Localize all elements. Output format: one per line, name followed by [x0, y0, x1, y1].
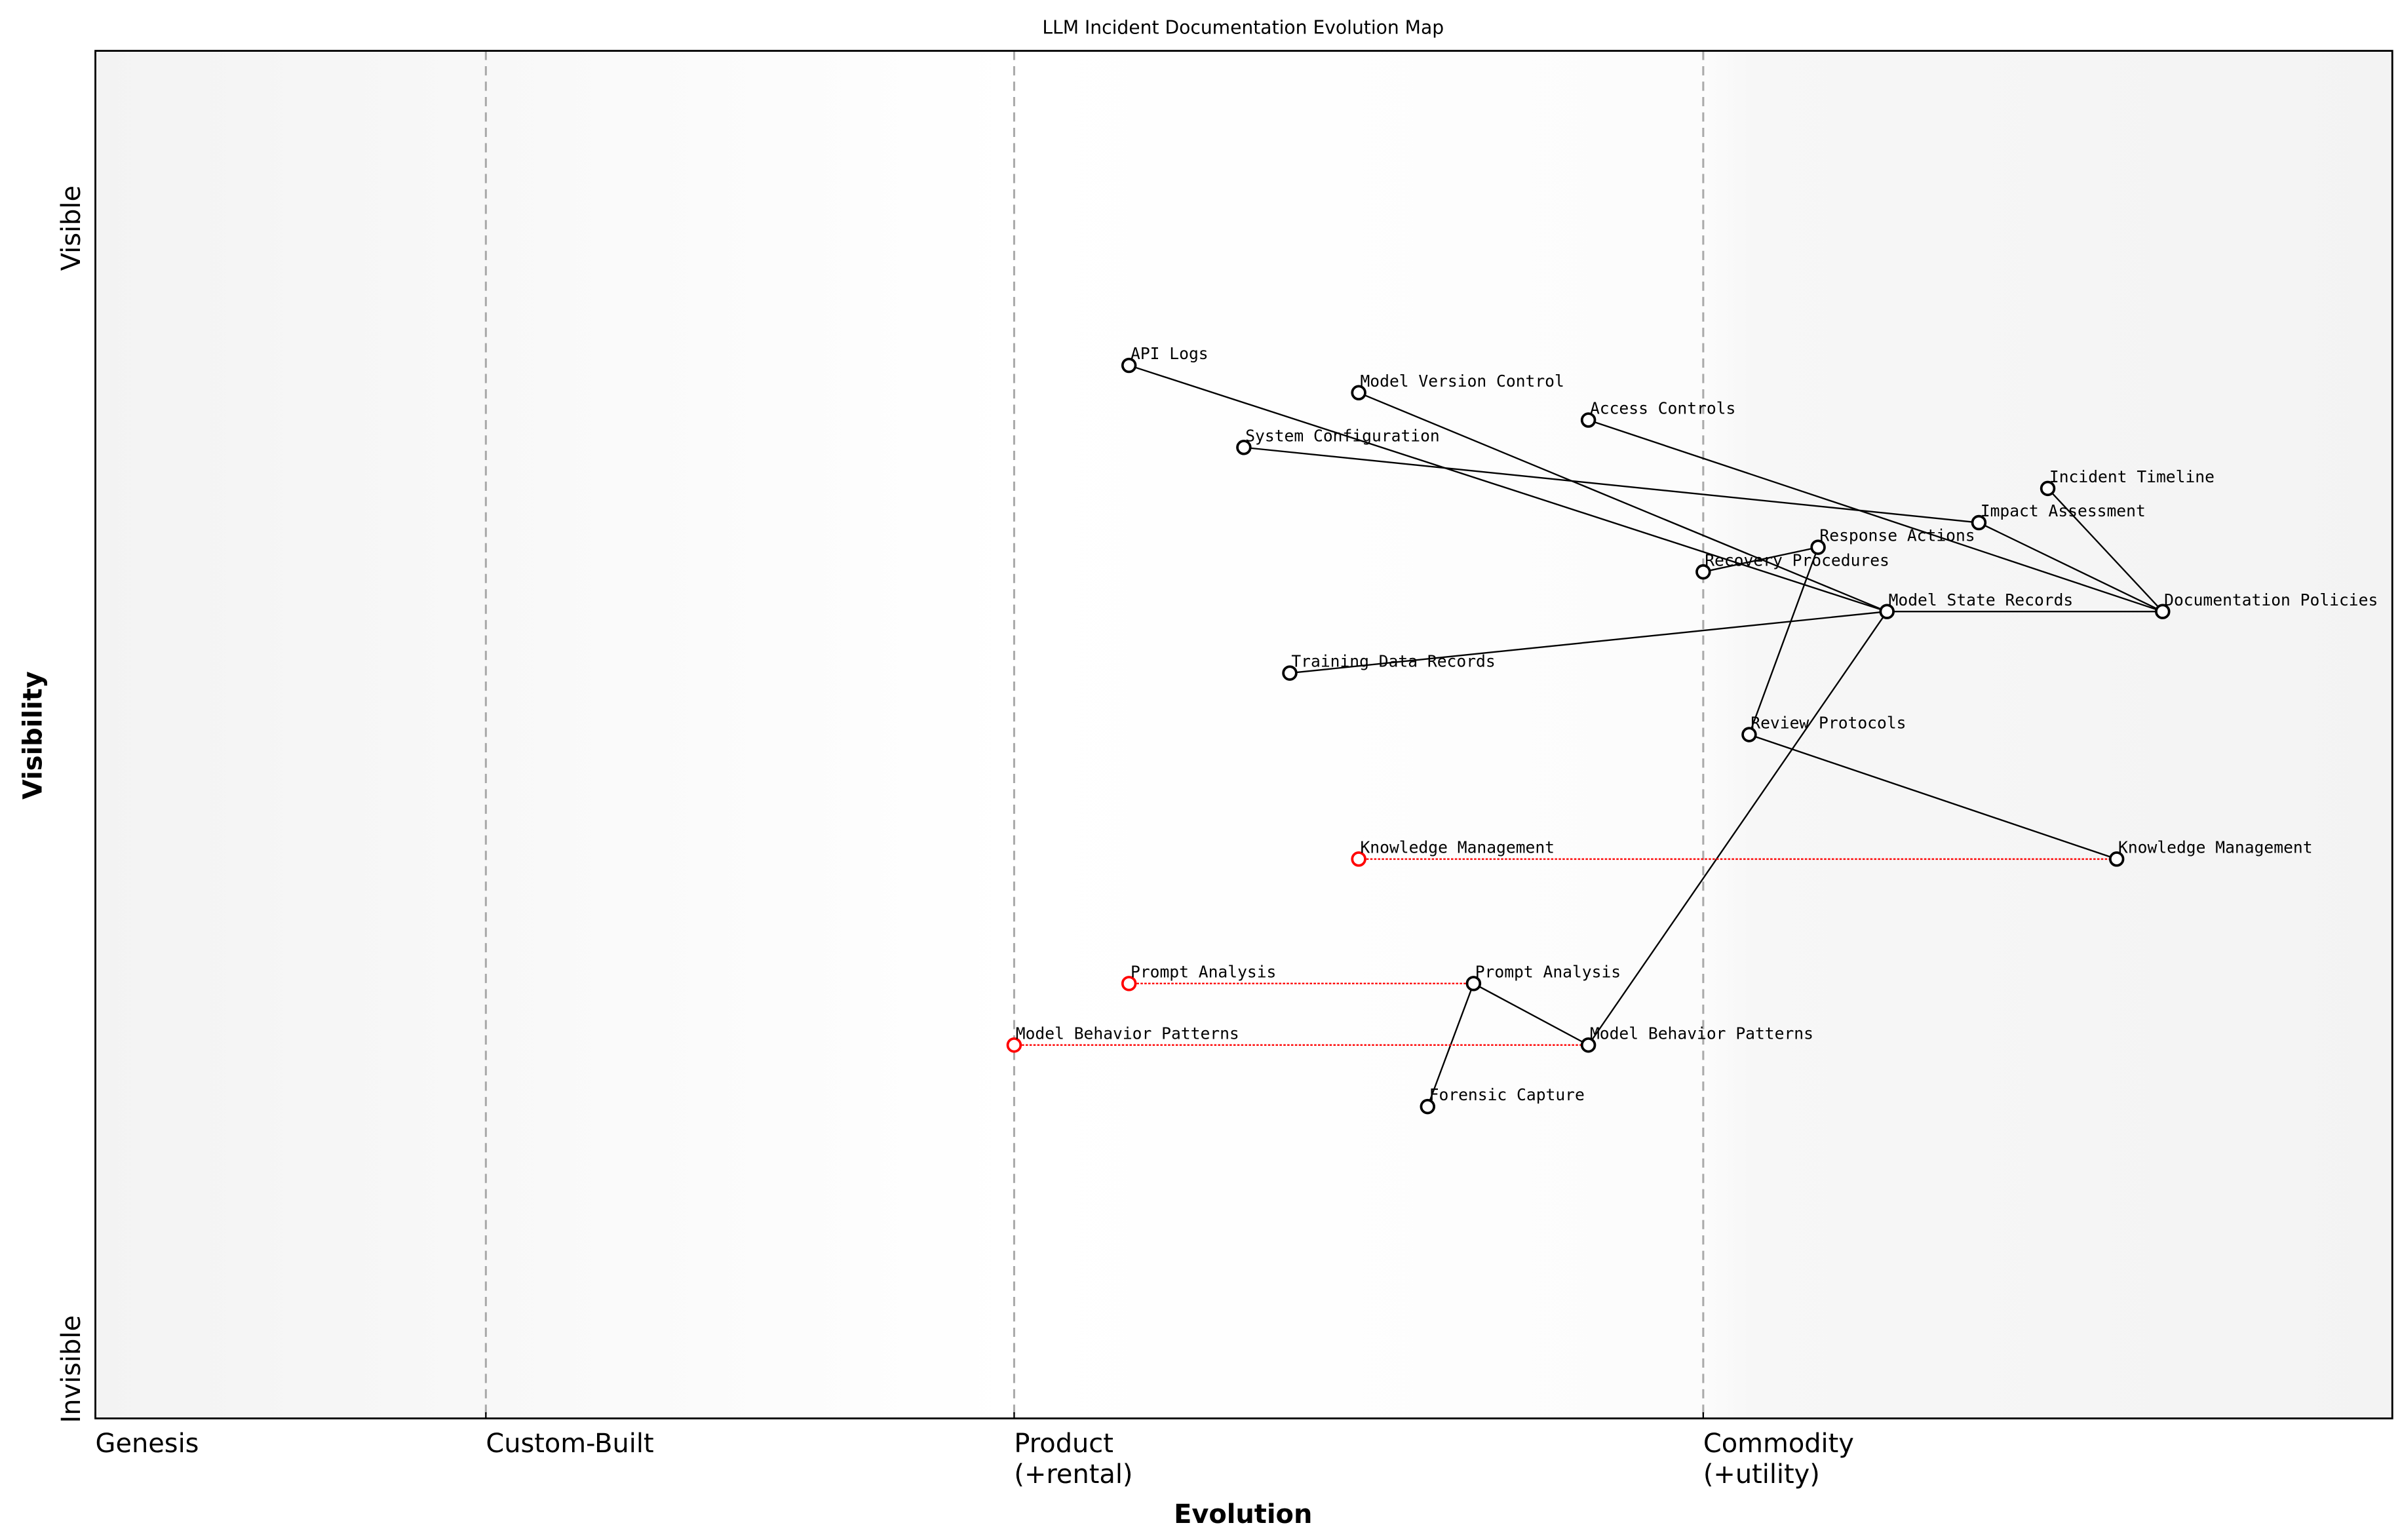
component-node — [1236, 440, 1252, 455]
dependency-link — [1129, 364, 1887, 613]
component-label: Impact Assessment — [1981, 501, 2146, 520]
plot-frame — [94, 50, 2393, 1419]
dependency-link — [1588, 419, 2163, 613]
evolved-from-node — [1121, 976, 1137, 991]
chart-title: LLM Incident Documentation Evolution Map — [1042, 17, 1444, 39]
component-node — [1741, 727, 1757, 742]
component-label: Training Data Records — [1291, 652, 1495, 671]
component-node — [1420, 1098, 1436, 1115]
component-label: System Configuration — [1245, 426, 1440, 445]
component-node — [1580, 1037, 1597, 1053]
y-label-visible: Visible — [56, 185, 87, 271]
component-label: Access Controls — [1590, 399, 1735, 418]
component-label: Response Actions — [1819, 526, 1975, 545]
component-label: Prompt Analysis — [1475, 962, 1621, 981]
component-node — [1879, 604, 1895, 619]
dependency-link — [1243, 446, 1979, 524]
x-axis-title: Evolution — [1174, 1499, 1312, 1530]
dependency-link — [1587, 611, 1888, 1046]
component-node — [1351, 385, 1366, 401]
component-node — [1465, 976, 1482, 991]
dependency-link — [1703, 546, 1819, 573]
dependency-link — [1748, 547, 1819, 735]
stage-label: Commodity (+utility) — [1703, 1429, 1854, 1490]
component-node — [2040, 480, 2056, 497]
evolved-from-label: Model Behavior Patterns — [1016, 1024, 1239, 1043]
component-label: Model State Records — [1889, 590, 2074, 609]
component-node — [1810, 539, 1826, 555]
dependency-link — [2047, 488, 2163, 612]
component-label: Incident Timeline — [2049, 467, 2215, 486]
component-label: Model Version Control — [1360, 372, 1564, 391]
dependency-link — [1749, 733, 2118, 860]
component-label: Recovery Procedures — [1705, 550, 1889, 569]
component-label: API Logs — [1131, 344, 1209, 363]
component-label: Forensic Capture — [1429, 1085, 1585, 1104]
component-node — [1695, 564, 1711, 580]
stage-label: Product (+rental) — [1014, 1429, 1132, 1490]
dependency-link — [1358, 392, 1887, 613]
component-label: Review Protocols — [1751, 714, 1906, 733]
evolved-from-label: Knowledge Management — [1360, 838, 1555, 857]
plot-background — [95, 50, 2393, 1419]
dependency-link — [1289, 611, 1887, 674]
y-label-invisible: Invisible — [56, 1315, 87, 1423]
component-node — [1971, 514, 1987, 531]
component-node — [1580, 412, 1597, 428]
component-label: Model Behavior Patterns — [1590, 1024, 1813, 1043]
dependency-link — [1473, 982, 1589, 1046]
stage-label: Custom-Built — [486, 1429, 653, 1459]
component-label: Knowledge Management — [2118, 838, 2313, 857]
evolved-from-node — [1351, 851, 1366, 867]
evolved-from-node — [1006, 1037, 1022, 1053]
component-node — [2108, 851, 2125, 867]
component-node — [1121, 357, 1137, 374]
component-node — [1282, 665, 1298, 681]
evolved-from-label: Prompt Analysis — [1131, 962, 1276, 981]
component-label: Documentation Policies — [2164, 590, 2378, 609]
y-axis-title: Visibility — [18, 671, 48, 799]
dependency-link — [1978, 522, 2163, 613]
stage-label: Genesis — [96, 1429, 199, 1459]
component-node — [2155, 604, 2171, 619]
